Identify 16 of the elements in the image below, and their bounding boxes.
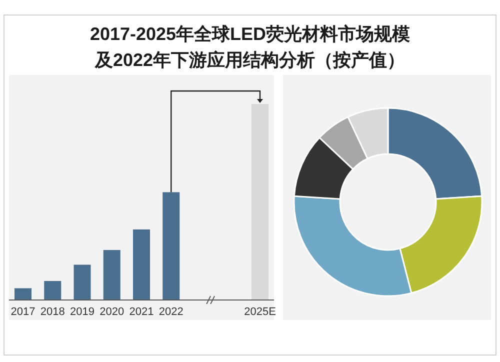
- chart-subtitle: 及2022年下游应用结构分析（按产值）: [94, 50, 406, 70]
- bar: [162, 192, 180, 300]
- x-tick-label: 2019: [70, 306, 94, 318]
- bar: [14, 288, 32, 300]
- x-tick-label: 2020: [100, 306, 124, 318]
- x-tick-label: 2021: [129, 306, 154, 318]
- x-tick-label: 2018: [40, 306, 65, 318]
- chart-title: 2017-2025年全球LED荧光材料市场规模: [90, 24, 410, 44]
- bar: [103, 250, 120, 300]
- bar: [252, 104, 268, 300]
- bar: [74, 264, 91, 300]
- bar: [133, 229, 150, 300]
- bar: [44, 280, 62, 300]
- x-tick-label: 2017: [10, 306, 36, 318]
- x-tick-label: 2025E: [244, 306, 276, 318]
- x-tick-label: 2022: [158, 306, 184, 318]
